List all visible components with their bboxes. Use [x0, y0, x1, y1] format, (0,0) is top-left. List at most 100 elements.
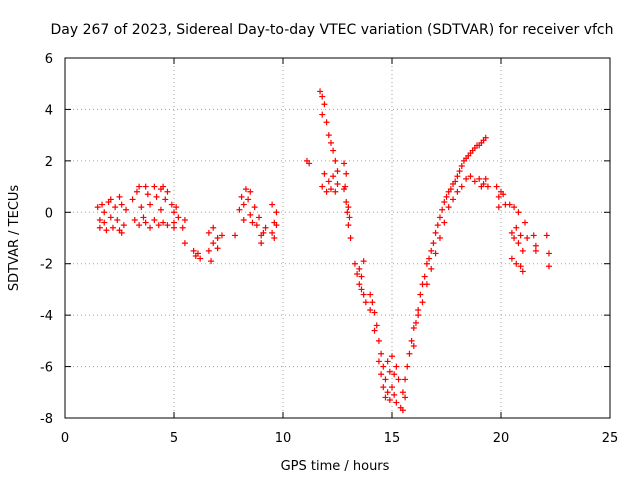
data-point	[439, 206, 446, 213]
data-point	[164, 222, 171, 229]
data-point	[142, 219, 149, 226]
data-point	[515, 209, 522, 216]
data-point	[386, 368, 393, 375]
data-point	[412, 319, 419, 326]
data-point	[327, 186, 334, 193]
data-point	[419, 299, 426, 306]
data-point	[247, 188, 254, 195]
data-point	[375, 358, 382, 365]
data-point	[454, 173, 461, 180]
data-point	[402, 394, 409, 401]
data-point	[107, 214, 114, 221]
data-point	[545, 250, 552, 257]
data-point	[382, 376, 389, 383]
data-point	[513, 260, 520, 267]
data-point	[319, 111, 326, 118]
data-point	[362, 299, 369, 306]
y-tick-label: -2	[40, 258, 53, 273]
data-point	[247, 211, 254, 218]
data-point	[334, 168, 341, 175]
x-tick-label: 25	[602, 431, 619, 446]
data-point	[436, 235, 443, 241]
data-point	[140, 214, 147, 221]
x-tick-label: 5	[170, 431, 178, 446]
data-point	[513, 224, 520, 231]
data-point	[426, 255, 433, 262]
data-point	[360, 291, 367, 298]
data-point	[269, 229, 276, 236]
data-point	[421, 273, 428, 280]
data-point	[371, 327, 378, 334]
data-point	[151, 217, 158, 223]
data-point	[133, 188, 140, 195]
data-point	[136, 222, 143, 229]
data-point	[482, 175, 489, 182]
y-tick-label: 6	[45, 52, 53, 67]
data-points	[94, 88, 552, 414]
data-point	[136, 183, 143, 190]
axis-ticks: 0 5 10 15 20 25 -8 -6 -4 -2 0 2 4 6	[40, 52, 618, 446]
data-point	[423, 281, 430, 288]
data-point	[432, 229, 439, 236]
data-point	[273, 222, 280, 229]
data-point	[367, 291, 374, 298]
data-point	[171, 219, 177, 226]
data-point	[112, 204, 119, 211]
data-point	[99, 201, 106, 208]
data-point	[408, 337, 415, 344]
data-point	[391, 371, 398, 378]
data-point	[175, 214, 182, 221]
data-point	[327, 139, 334, 146]
data-point	[380, 363, 387, 370]
data-point	[508, 255, 515, 262]
data-point	[138, 204, 145, 211]
data-point	[447, 186, 454, 193]
data-point	[153, 193, 160, 200]
data-point	[144, 191, 151, 198]
data-point	[214, 235, 221, 241]
data-point	[325, 132, 332, 139]
data-point	[386, 397, 393, 403]
data-point	[323, 188, 330, 195]
data-point	[543, 232, 550, 239]
data-point	[463, 175, 470, 182]
data-point	[428, 265, 435, 272]
data-point	[269, 201, 276, 208]
data-point	[500, 191, 507, 198]
data-point	[321, 170, 328, 177]
data-point	[332, 157, 339, 164]
y-tick-label: 4	[45, 103, 53, 118]
data-point	[521, 219, 528, 226]
data-point	[262, 224, 269, 231]
data-point	[432, 250, 439, 257]
data-point	[197, 255, 204, 262]
data-point	[171, 209, 177, 216]
data-point	[151, 183, 158, 190]
data-point	[428, 247, 435, 254]
data-point	[454, 188, 461, 195]
data-point	[519, 247, 526, 254]
data-point	[351, 260, 358, 267]
data-point	[319, 93, 326, 100]
data-point	[415, 312, 422, 319]
data-point	[332, 188, 339, 195]
data-point	[142, 183, 149, 190]
x-tick-label: 0	[61, 431, 69, 446]
data-point	[508, 229, 515, 236]
data-point	[532, 242, 539, 249]
data-point	[393, 363, 400, 370]
data-point	[94, 204, 101, 211]
data-point	[157, 206, 164, 213]
data-point	[456, 168, 463, 175]
data-point	[160, 183, 167, 190]
y-tick-label: 2	[45, 155, 53, 170]
data-point	[210, 224, 217, 231]
data-point	[345, 204, 352, 211]
data-point	[519, 268, 526, 275]
data-point	[343, 199, 350, 205]
data-point	[441, 219, 448, 226]
data-point	[131, 217, 138, 223]
data-point	[493, 183, 500, 190]
data-point	[373, 322, 380, 329]
data-point	[164, 188, 171, 195]
